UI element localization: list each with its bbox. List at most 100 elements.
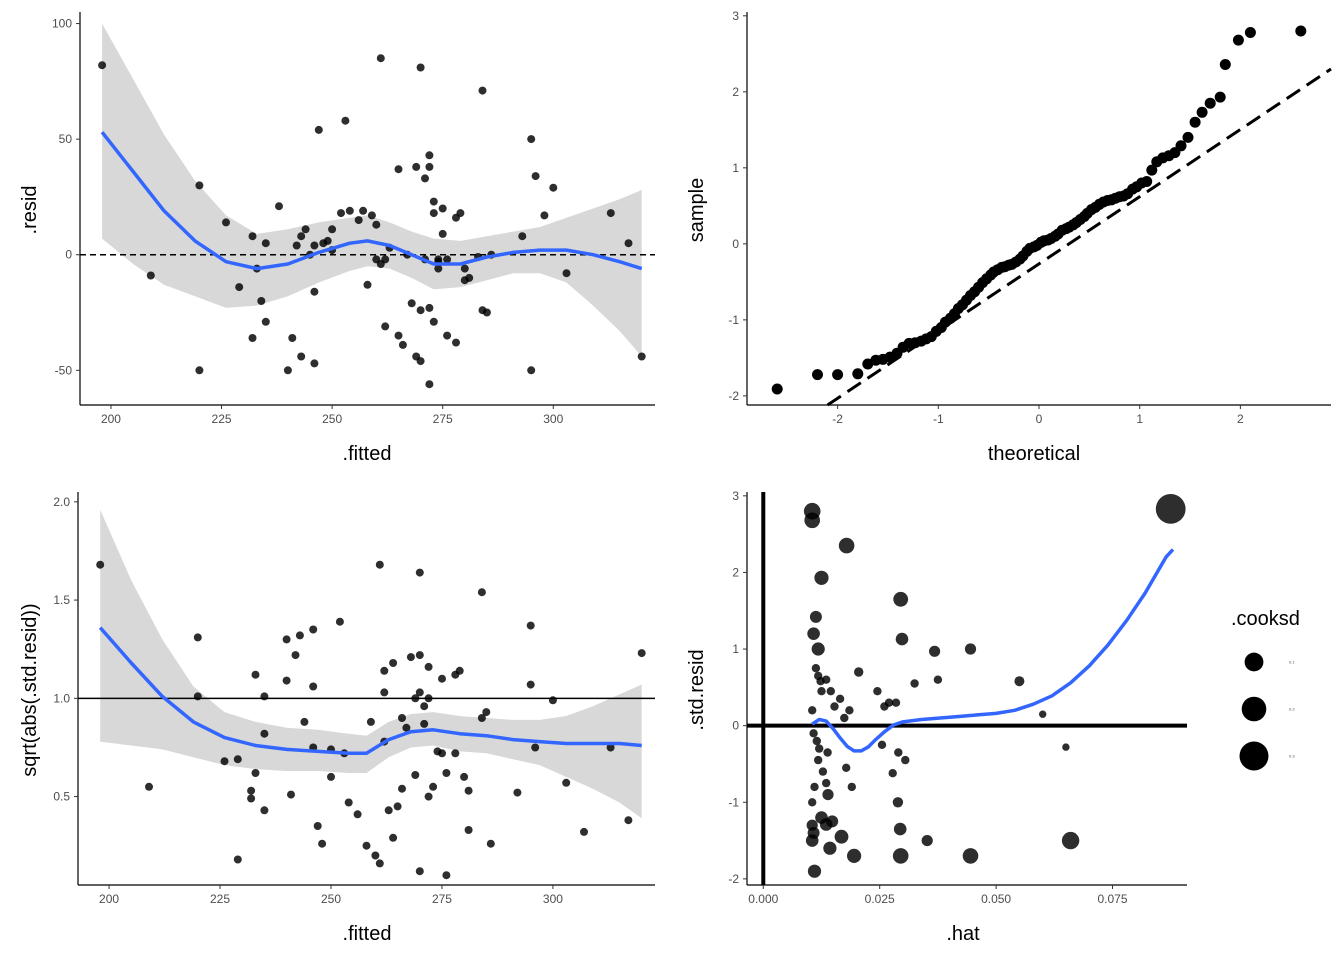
data-point	[811, 642, 825, 656]
data-point	[415, 688, 424, 697]
data-point	[822, 789, 834, 801]
reference-line	[826, 67, 1332, 407]
data-point	[318, 839, 327, 848]
panel-scale-location: .fitted sqrt(abs(.std.resid)) 200 225 250 2…	[19, 492, 655, 945]
data-point	[145, 782, 153, 791]
data-point	[518, 232, 527, 241]
data-point	[220, 757, 229, 766]
data-point	[840, 713, 849, 723]
x-tick-label: 275	[432, 892, 452, 906]
data-point	[288, 334, 297, 342]
x-axis-title: .fitted	[343, 443, 392, 465]
y-tick-label: 0	[732, 719, 739, 733]
data-point	[425, 162, 434, 171]
y-tick-label: 2.0	[53, 495, 70, 509]
data-point	[438, 229, 447, 238]
data-point	[465, 273, 474, 282]
data-point	[429, 197, 438, 206]
data-point	[442, 871, 451, 880]
data-point	[818, 767, 828, 776]
data-point	[893, 591, 909, 607]
data-point	[233, 755, 242, 764]
legend-title: .cooksd	[1231, 608, 1300, 630]
data-point	[823, 748, 832, 757]
data-point	[464, 826, 473, 834]
data-point	[1204, 97, 1216, 109]
y-tick-label: 2	[732, 565, 739, 579]
data-point	[375, 859, 384, 868]
confidence-band	[102, 23, 642, 357]
x-tick-label: 250	[322, 412, 342, 426]
data-point	[310, 287, 319, 296]
y-tick-label: -2	[728, 389, 739, 403]
legend-keys: 0.1 0.2 0.3	[1239, 652, 1295, 771]
x-axis-title: .hat	[946, 923, 980, 945]
y-axis-title: sqrt(abs(.std.resid))	[19, 603, 41, 776]
data-point	[478, 86, 487, 95]
plot-area	[80, 23, 655, 389]
x-tick-label: 0	[1036, 412, 1043, 426]
smooth-line	[100, 131, 643, 271]
data-point	[283, 366, 292, 375]
data-point	[809, 729, 818, 738]
legend-key-label: 0.3	[1289, 754, 1295, 759]
data-point	[808, 798, 817, 807]
data-point	[845, 706, 854, 715]
data-point	[300, 717, 309, 726]
data-point	[380, 666, 389, 675]
data-point	[297, 352, 306, 361]
x-tick-label: 250	[321, 892, 341, 906]
data-point	[1244, 27, 1256, 38]
data-point	[888, 769, 897, 778]
data-point	[415, 568, 424, 577]
data-point	[371, 851, 380, 860]
data-point	[921, 835, 933, 847]
data-point	[222, 218, 230, 227]
data-point	[353, 810, 362, 819]
plot-area	[747, 492, 1187, 885]
data-point	[455, 666, 464, 675]
x-axis-title: theoretical	[988, 443, 1080, 465]
data-point	[807, 864, 822, 878]
data-point	[482, 308, 491, 317]
data-point	[526, 621, 535, 630]
axes: -2 -1 0 1 2 -2 -1 0 1 2 3	[728, 9, 1331, 426]
data-point	[381, 322, 390, 331]
data-point	[146, 271, 155, 280]
data-point	[424, 662, 433, 671]
x-tick-label: 300	[543, 412, 563, 426]
y-tick-label: -1	[728, 313, 739, 327]
data-point	[842, 763, 851, 772]
data-point	[826, 815, 839, 828]
data-point	[808, 706, 817, 715]
x-tick-label: 0.025	[865, 892, 895, 906]
data-point	[362, 841, 371, 850]
y-axis-title: .resid	[19, 186, 41, 235]
data-point	[892, 848, 909, 864]
data-point	[398, 340, 407, 349]
data-point	[261, 317, 270, 326]
data-point	[606, 743, 615, 752]
data-point	[424, 792, 433, 801]
data-point	[1014, 676, 1025, 687]
x-tick-label: -2	[832, 412, 843, 426]
data-point	[393, 802, 402, 811]
data-point	[310, 359, 319, 368]
data-point	[282, 635, 291, 644]
y-tick-label: 1	[732, 161, 739, 175]
panel-residuals-vs-fitted: .fitted .resid 200 225 250 275 300 -50 0 50 100	[19, 12, 655, 465]
legend-key-circle	[1244, 652, 1264, 672]
data-point	[261, 239, 270, 248]
data-point	[884, 698, 894, 707]
data-point	[366, 717, 375, 726]
data-point	[406, 653, 415, 662]
data-point	[822, 778, 831, 788]
data-point	[624, 239, 633, 248]
data-point	[398, 714, 406, 722]
data-point	[257, 297, 266, 305]
x-tick-label: 275	[433, 412, 453, 426]
axes: 200 225 250 275 300 0.5 1.0 1.5 2.0	[53, 492, 655, 906]
data-point	[624, 816, 633, 825]
data-point	[429, 782, 438, 791]
data-point	[549, 183, 558, 192]
